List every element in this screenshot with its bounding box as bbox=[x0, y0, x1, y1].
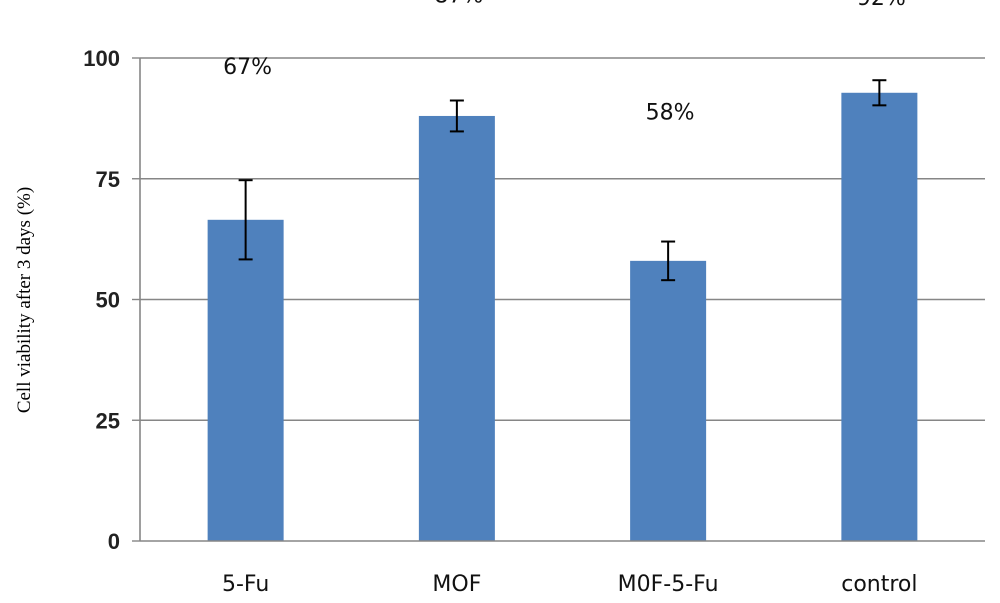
data-label-1: 87% bbox=[434, 0, 483, 9]
y-tick-label-25: 25 bbox=[96, 408, 120, 433]
error-bar-1 bbox=[449, 99, 464, 133]
x-tick-label-3: control bbox=[841, 572, 917, 597]
y-tick-label-75: 75 bbox=[96, 167, 120, 192]
x-tick-label-0: 5-Fu bbox=[222, 572, 269, 597]
y-tick-label-50: 50 bbox=[96, 288, 120, 313]
x-tick-labels: 5-Fu MOF M0F-5-Fu control bbox=[222, 572, 918, 597]
error-bars bbox=[238, 79, 887, 282]
error-bar-2 bbox=[661, 240, 676, 282]
bar-1 bbox=[418, 115, 495, 542]
error-bar-3 bbox=[872, 79, 887, 107]
data-label-2: 58% bbox=[646, 101, 695, 126]
y-axis-title: Cell viability after 3 days (%) bbox=[14, 187, 35, 413]
y-tick-labels: 0 25 50 75 100 bbox=[83, 46, 120, 554]
axes bbox=[132, 57, 985, 542]
data-label-0: 67% bbox=[223, 55, 272, 80]
bars bbox=[207, 92, 918, 542]
bar-2 bbox=[630, 260, 707, 541]
y-tick-label-0: 0 bbox=[108, 529, 120, 554]
data-labels: 67% 87% 58% 92% bbox=[223, 0, 906, 126]
data-label-3: 92% bbox=[857, 0, 906, 11]
y-tick-label-100: 100 bbox=[83, 46, 120, 71]
x-tick-label-1: MOF bbox=[432, 572, 481, 597]
x-tick-label-2: M0F-5-Fu bbox=[618, 572, 719, 597]
bar-3 bbox=[841, 92, 918, 541]
error-bar-0 bbox=[238, 179, 253, 261]
bar-0 bbox=[207, 219, 284, 541]
